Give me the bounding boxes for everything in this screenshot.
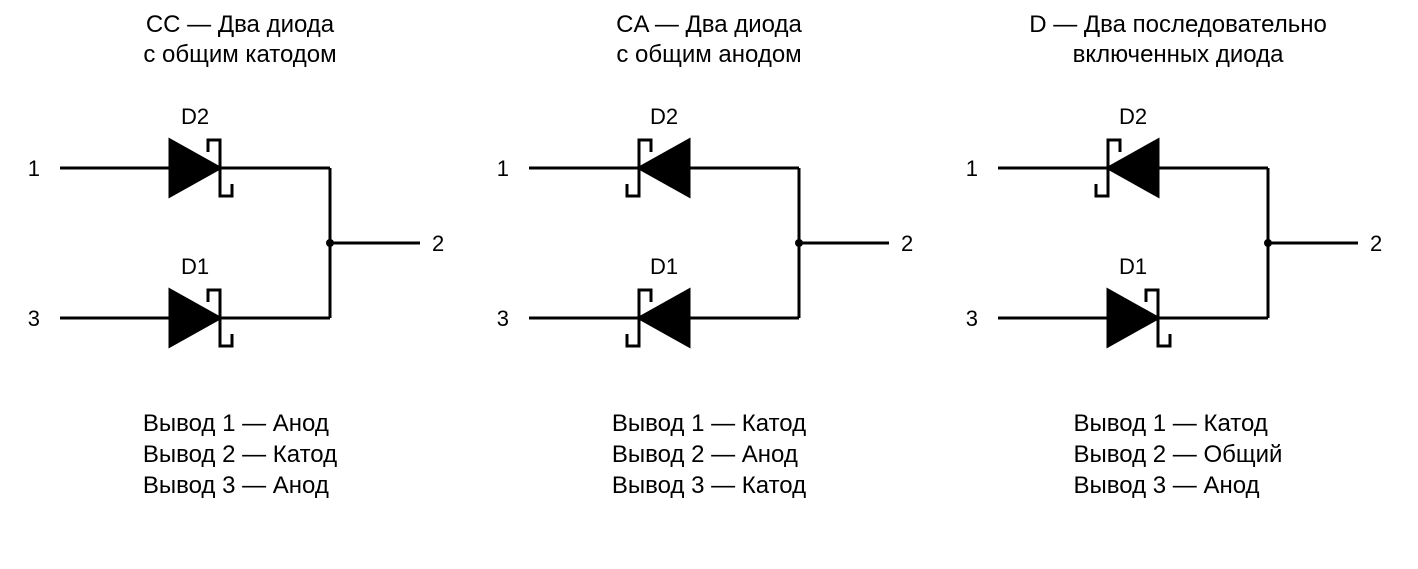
pin-line: Вывод 1 — Катод (612, 408, 806, 439)
pin-line: Вывод 2 — Общий (1074, 439, 1283, 470)
terminal-3: 3 (28, 306, 40, 331)
terminal-3: 3 (497, 306, 509, 331)
panel-title: CA — Два диода с общим анодом (616, 10, 802, 70)
ref-d1: D1 (650, 254, 678, 279)
terminal-3: 3 (966, 306, 978, 331)
ref-d2: D2 (650, 104, 678, 129)
terminal-2: 2 (1370, 231, 1382, 256)
pin-line: Вывод 1 — Катод (1074, 408, 1283, 439)
ref-d1: D1 (1119, 254, 1147, 279)
panel-cc: CC — Два диода с общим катодом D2 D1 1 3 2 Выв… (20, 10, 460, 559)
terminal-1: 1 (497, 156, 509, 181)
pin-line: Вывод 3 — Анод (143, 470, 337, 501)
terminal-2: 2 (432, 231, 444, 256)
panel-ca: CA — Два диода с общим анодом D2 D1 1 3 2 Выво… (489, 10, 929, 559)
terminal-1: 1 (28, 156, 40, 181)
ref-d1: D1 (181, 254, 209, 279)
pin-legend: Вывод 1 — КатодВывод 2 — ОбщийВывод 3 — … (1074, 408, 1283, 502)
pin-line: Вывод 3 — Катод (612, 470, 806, 501)
schematic-cc: D2 D1 1 3 2 (20, 78, 460, 398)
panel-title: CC — Два диода с общим катодом (143, 10, 336, 70)
schematic-ca: D2 D1 1 3 2 (489, 78, 929, 398)
ref-d2: D2 (1119, 104, 1147, 129)
pin-legend: Вывод 1 — АнодВывод 2 — КатодВывод 3 — А… (143, 408, 337, 502)
pin-line: Вывод 3 — Анод (1074, 470, 1283, 501)
terminal-1: 1 (966, 156, 978, 181)
pin-line: Вывод 2 — Катод (143, 439, 337, 470)
panel-title: D — Два последовательно включенных диода (1029, 10, 1327, 70)
panel-d: D — Два последовательно включенных диода… (958, 10, 1398, 559)
pin-line: Вывод 1 — Анод (143, 408, 337, 439)
schematic-d: D2 D1 1 3 2 (958, 78, 1398, 398)
terminal-2: 2 (901, 231, 913, 256)
pin-line: Вывод 2 — Анод (612, 439, 806, 470)
pin-legend: Вывод 1 — КатодВывод 2 — АнодВывод 3 — К… (612, 408, 806, 502)
ref-d2: D2 (181, 104, 209, 129)
